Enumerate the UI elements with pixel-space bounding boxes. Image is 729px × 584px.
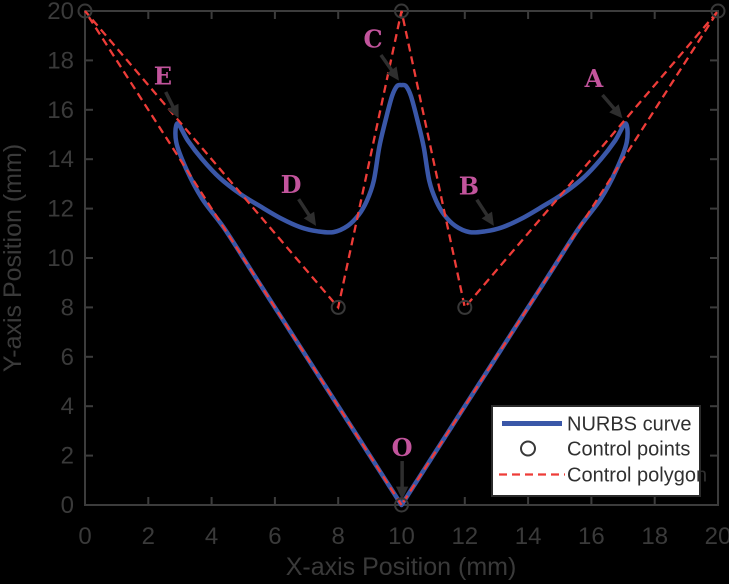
control-point bbox=[394, 3, 409, 19]
legend: NURBS curve Control points Control polygon bbox=[491, 405, 707, 497]
x-tick-label: 8 bbox=[332, 523, 345, 550]
x-tick-label: 14 bbox=[515, 523, 542, 550]
nurbs-curve bbox=[173, 82, 630, 508]
annotation-label-A: A bbox=[584, 64, 604, 93]
legend-label: Control polygon bbox=[567, 465, 707, 487]
x-tick-label: 2 bbox=[142, 523, 155, 550]
y-tick-label: 6 bbox=[61, 344, 74, 371]
control-point bbox=[330, 299, 346, 315]
annotation-arrow-head-O bbox=[395, 486, 409, 500]
annotation-label-B: B bbox=[459, 171, 479, 200]
x-tick-label: 10 bbox=[388, 523, 415, 550]
annotation-label-E: E bbox=[154, 61, 172, 90]
x-tick-label: 12 bbox=[451, 523, 478, 550]
control-point bbox=[77, 3, 93, 19]
control-point bbox=[710, 3, 726, 19]
x-axis-title: X-axis Position (mm) bbox=[286, 553, 517, 581]
y-tick-label: 0 bbox=[61, 492, 74, 519]
annotation-label-O: O bbox=[392, 433, 413, 462]
annotation-arrow-head-E bbox=[167, 103, 179, 119]
control-polygon bbox=[84, 10, 719, 506]
y-tick-label: 18 bbox=[47, 47, 74, 74]
y-tick-label: 8 bbox=[61, 294, 74, 321]
y-tick-label: 20 bbox=[47, 0, 74, 25]
x-tick-label: 20 bbox=[705, 523, 729, 550]
x-tick-label: 6 bbox=[268, 523, 281, 550]
annotation-arrow-head-D bbox=[303, 211, 317, 226]
y-tick-label: 2 bbox=[61, 443, 74, 470]
y-tick-label: 12 bbox=[47, 196, 74, 223]
annotation-arrow-head-B bbox=[481, 211, 494, 226]
annotation-arrow-head-C bbox=[386, 66, 399, 81]
x-tick-label: 4 bbox=[205, 523, 218, 550]
y-tick-label: 4 bbox=[61, 393, 74, 420]
control-point bbox=[457, 299, 473, 315]
x-tick-label: 18 bbox=[641, 523, 668, 550]
annotation-label-D: D bbox=[281, 170, 302, 199]
y-tick-label: 10 bbox=[47, 245, 74, 272]
y-tick-label: 14 bbox=[47, 146, 74, 173]
y-axis-title: Y-axis Position (mm) bbox=[0, 144, 27, 372]
control-point bbox=[394, 497, 409, 513]
legend-label: Control points bbox=[567, 439, 690, 461]
annotation-label-C: C bbox=[363, 24, 382, 53]
y-tick-label: 16 bbox=[47, 97, 74, 124]
legend-label: NURBS curve bbox=[567, 414, 691, 436]
legend-swatch-circle bbox=[520, 440, 536, 457]
annotation-arrow-head-A bbox=[609, 104, 623, 119]
x-tick-label: 16 bbox=[578, 523, 605, 550]
x-tick-label: 0 bbox=[78, 523, 91, 550]
